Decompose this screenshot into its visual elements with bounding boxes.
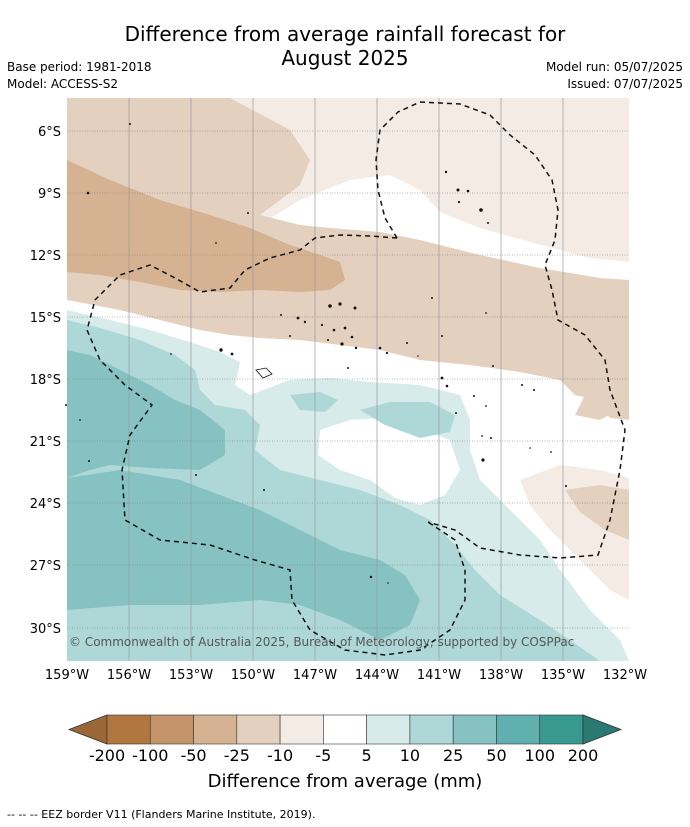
- lon-label: 141°W: [417, 668, 461, 683]
- colorbar-tick-label: 10: [400, 746, 420, 765]
- colorbar-label: Difference from average (mm): [207, 771, 483, 792]
- colorbar-tick-label: 5: [362, 746, 372, 765]
- lon-label: 147°W: [293, 668, 337, 683]
- colorbar-segment: [106, 714, 151, 745]
- colorbar-tick-label: -200: [89, 746, 125, 765]
- lon-label: 153°W: [169, 668, 213, 683]
- colorbar-tick-label: -100: [132, 746, 168, 765]
- colorbar-tick-label: 100: [524, 746, 555, 765]
- lon-label: 150°W: [231, 668, 275, 683]
- map-meridians: [128, 98, 564, 661]
- title-line-2: August 2025: [281, 46, 409, 70]
- lat-label: 27°S: [30, 559, 61, 574]
- lon-label: 138°W: [479, 668, 523, 683]
- copyright-text: © Commonwealth of Australia 2025, Bureau…: [69, 635, 574, 649]
- lon-label: 159°W: [45, 668, 89, 683]
- longitude-labels: 159°W 156°W 153°W 150°W 147°W 144°W 141°…: [45, 668, 647, 683]
- colorbar-segment: [193, 714, 238, 745]
- colorbar-segment: [539, 714, 584, 745]
- colorbar-tick-label: 200: [568, 746, 599, 765]
- colorbar-segment: [366, 714, 411, 745]
- colorbar-segment: [496, 714, 541, 745]
- meta-left: Base period: 1981-2018 Model: ACCESS-S2: [7, 59, 152, 93]
- lat-label: 6°S: [38, 125, 61, 140]
- lat-label: 21°S: [30, 435, 61, 450]
- island-outline: [255, 367, 273, 379]
- colorbar: -200 -100 -50 -25 -10 -5 5 10 25 50 100 200: [67, 714, 623, 765]
- lat-label: 24°S: [30, 497, 61, 512]
- lon-label: 132°W: [603, 668, 647, 683]
- colorbar-extend-low: [67, 714, 108, 745]
- colorbar-tick-label: -50: [180, 746, 206, 765]
- model-run: Model run: 05/07/2025: [545, 60, 683, 74]
- lon-label: 135°W: [541, 668, 585, 683]
- lat-label: 30°S: [30, 622, 61, 637]
- eez-border: [86, 101, 626, 656]
- model-name: Model: ACCESS-S2: [7, 77, 119, 91]
- lat-label: 18°S: [30, 373, 61, 388]
- lon-label: 156°W: [107, 668, 151, 683]
- colorbar-segment: [236, 714, 281, 745]
- meta-right: Model run: 05/07/2025 Issued: 07/07/2025: [546, 59, 683, 93]
- colorbar-tick-label: 25: [443, 746, 463, 765]
- colorbar-segment: [409, 714, 454, 745]
- colorbar-tick-label: -5: [315, 746, 331, 765]
- lon-label: 144°W: [355, 668, 399, 683]
- issued-date: Issued: 07/07/2025: [567, 77, 683, 91]
- colorbar-segment: [149, 714, 194, 745]
- map-title: Difference from average rainfall forecas…: [0, 22, 690, 70]
- colorbar-segment: [279, 714, 324, 745]
- islands: [65, 123, 567, 584]
- eez-legend-footnote: -- -- -- EEZ border V11 (Flanders Marine…: [7, 808, 316, 821]
- colorbar-tick-label: 50: [486, 746, 506, 765]
- latitude-labels: 6°S 9°S 12°S 15°S 18°S 21°S 24°S 27°S 30…: [30, 125, 61, 637]
- lat-label: 15°S: [30, 311, 61, 326]
- base-period: Base period: 1981-2018: [7, 60, 152, 74]
- map-gridlines: [67, 130, 629, 629]
- colorbar-segment: [323, 714, 367, 745]
- colorbar-tick-label: -10: [267, 746, 293, 765]
- title-line-1: Difference from average rainfall forecas…: [124, 22, 566, 46]
- lat-label: 12°S: [30, 249, 61, 264]
- colorbar-tick-label: -25: [224, 746, 250, 765]
- colorbar-extend-high: [582, 714, 623, 745]
- colorbar-segment: [452, 714, 497, 745]
- lat-label: 9°S: [38, 187, 61, 202]
- map-fields: [67, 98, 629, 661]
